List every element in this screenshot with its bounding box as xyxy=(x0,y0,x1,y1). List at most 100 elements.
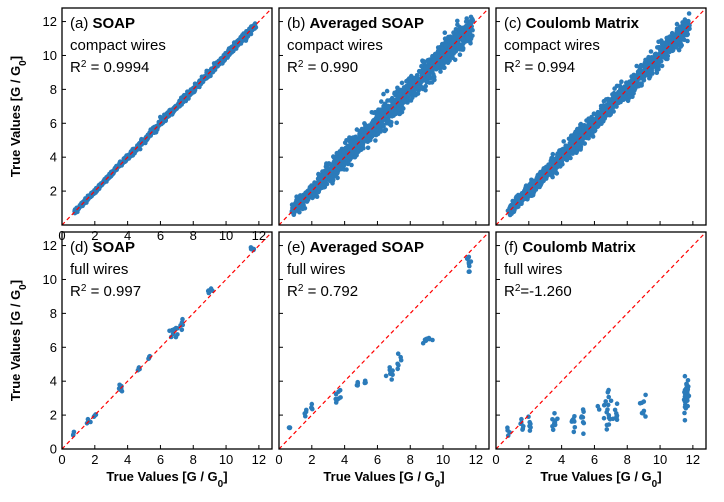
panel-title: (a) SOAP xyxy=(70,15,135,32)
data-point xyxy=(552,418,557,424)
data-point xyxy=(568,155,573,161)
data-point xyxy=(349,150,355,156)
r2-label: R2 = 0.994 xyxy=(504,59,575,77)
data-point xyxy=(632,74,637,80)
data-point xyxy=(77,203,83,208)
y-tick-label: 10 xyxy=(43,48,57,63)
x-tick-label: 10 xyxy=(219,228,233,243)
data-point xyxy=(684,398,690,404)
data-point xyxy=(468,259,474,264)
data-point xyxy=(612,407,618,413)
data-point xyxy=(455,22,460,28)
data-point xyxy=(457,52,463,57)
x-tick-label: 6 xyxy=(157,452,164,467)
data-point xyxy=(682,373,688,379)
y-tick-label: 8 xyxy=(50,82,57,97)
data-point xyxy=(468,14,474,20)
data-point xyxy=(459,30,464,35)
data-point xyxy=(88,419,93,425)
panel-frame xyxy=(278,231,490,450)
data-point xyxy=(591,117,597,122)
data-point xyxy=(348,154,354,160)
data-point xyxy=(440,54,445,60)
data-point xyxy=(638,64,643,70)
data-point xyxy=(374,124,379,129)
data-point xyxy=(384,108,389,113)
data-point xyxy=(396,362,401,368)
data-point xyxy=(527,428,533,433)
data-point xyxy=(656,66,661,72)
data-point xyxy=(116,386,122,391)
y-tick-label: 8 xyxy=(50,306,57,321)
x-tick-label: 8 xyxy=(407,452,414,467)
x-tick-label: 2 xyxy=(308,452,315,467)
data-point xyxy=(395,351,401,357)
data-point xyxy=(641,399,647,404)
data-point xyxy=(458,44,463,49)
data-point xyxy=(345,159,350,165)
data-point xyxy=(294,194,299,199)
data-point xyxy=(223,54,229,59)
data-point xyxy=(578,121,584,127)
x-tick-label: 0 xyxy=(58,452,65,467)
panel-title: (f) Coulomb Matrix xyxy=(504,239,636,256)
data-point xyxy=(601,402,607,408)
data-point xyxy=(601,98,607,104)
panel-f: 0 2 4 6 8 10 12 True Values [G / G0] (f) Coulomb… xyxy=(492,231,707,490)
data-point xyxy=(682,17,688,22)
data-point xyxy=(628,90,634,95)
dataset-label: compact wires xyxy=(287,37,383,54)
data-point xyxy=(677,26,683,32)
data-point xyxy=(674,21,680,27)
data-point xyxy=(528,421,533,427)
x-tick-label: 2 xyxy=(91,452,98,467)
data-point xyxy=(417,69,423,74)
data-point xyxy=(330,181,335,186)
data-point xyxy=(630,83,635,88)
data-point xyxy=(463,24,469,30)
data-point xyxy=(411,80,416,85)
data-point xyxy=(322,171,328,177)
data-point xyxy=(612,95,617,100)
data-point xyxy=(550,427,556,433)
data-point xyxy=(648,68,654,74)
data-point xyxy=(606,394,611,400)
panel-frame xyxy=(495,7,707,226)
data-point xyxy=(415,85,421,90)
data-point xyxy=(447,52,452,57)
data-point xyxy=(131,146,136,152)
data-point xyxy=(451,35,457,41)
x-tick-label: 8 xyxy=(190,228,197,243)
identity-line xyxy=(496,232,706,449)
scatter-points xyxy=(505,11,692,218)
data-point xyxy=(640,411,646,416)
data-point xyxy=(643,392,648,398)
x-tick-label: 10 xyxy=(436,452,450,467)
data-point xyxy=(352,154,358,160)
data-point xyxy=(662,51,668,56)
data-point xyxy=(72,207,78,212)
scatter-points xyxy=(286,254,474,431)
data-point xyxy=(659,41,665,47)
data-point xyxy=(582,141,587,146)
data-point xyxy=(550,160,555,166)
identity-line xyxy=(279,232,489,449)
y-tick-label: 6 xyxy=(50,340,57,355)
dataset-label: full wires xyxy=(504,261,562,278)
panel-frame xyxy=(495,231,707,450)
data-point xyxy=(357,129,362,134)
dataset-label: compact wires xyxy=(504,37,600,54)
data-point xyxy=(425,59,431,64)
data-point xyxy=(451,48,456,54)
data-point xyxy=(591,111,597,116)
x-tick-label: 6 xyxy=(157,228,164,243)
data-point xyxy=(300,206,305,212)
data-point xyxy=(146,355,152,361)
data-point xyxy=(569,140,574,145)
data-point xyxy=(392,90,398,96)
r2-label: R2 = 0.990 xyxy=(287,59,358,77)
data-point xyxy=(173,325,179,331)
data-point xyxy=(179,320,185,325)
data-point xyxy=(564,155,569,160)
data-point xyxy=(419,85,425,90)
